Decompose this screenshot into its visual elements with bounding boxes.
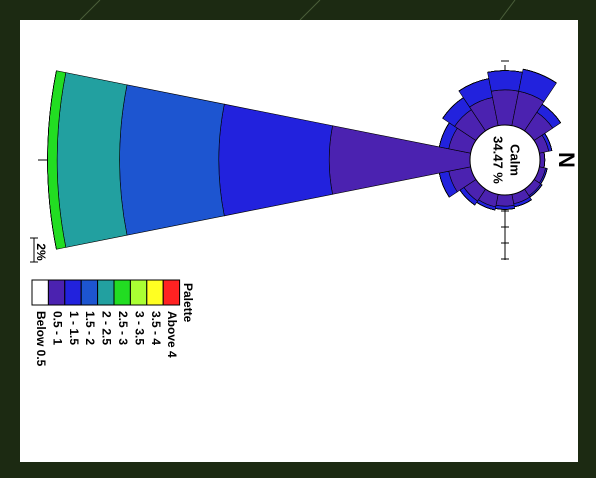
calm-circle [469,124,541,196]
calm-value: 34.47 % [491,136,506,184]
legend-label: 1 - 1.5 [67,311,81,345]
legend-swatch [97,279,115,306]
scale-bracket [30,237,38,263]
legend-swatch [146,279,164,306]
petal-segment [119,84,225,236]
frame-line [299,0,321,21]
petal-segment [542,104,561,123]
legend-label: 0.5 - 1 [50,311,64,345]
calm-label: Calm [508,144,523,176]
frame-line [79,0,101,21]
legend-label: 2.5 - 3 [116,311,130,345]
frame-line [499,0,516,21]
legend-label: Below 0.5 [34,311,48,367]
legend-label: 3.5 - 4 [149,311,163,345]
legend-title: Palette [181,283,195,323]
legend-swatch [162,279,181,306]
north-label: N [554,152,579,168]
legend-label: 3 - 3.5 [132,311,146,345]
scale-label: 2% [34,243,48,261]
legend-swatch [47,279,66,306]
petal-segment [56,72,128,248]
legend-swatch [31,279,49,306]
legend-swatch [113,279,131,306]
petal-segment [487,70,523,92]
legend-label: Above 4 [165,311,179,358]
legend-swatch [64,279,82,306]
legend-label: 2 - 2.5 [100,311,114,345]
wind-rose [38,60,562,260]
petal-segment [495,193,515,207]
legend-label: 1.5 - 2 [83,311,97,345]
legend-swatch [129,279,148,306]
legend-swatch [80,279,99,306]
petal-segment [47,70,57,250]
